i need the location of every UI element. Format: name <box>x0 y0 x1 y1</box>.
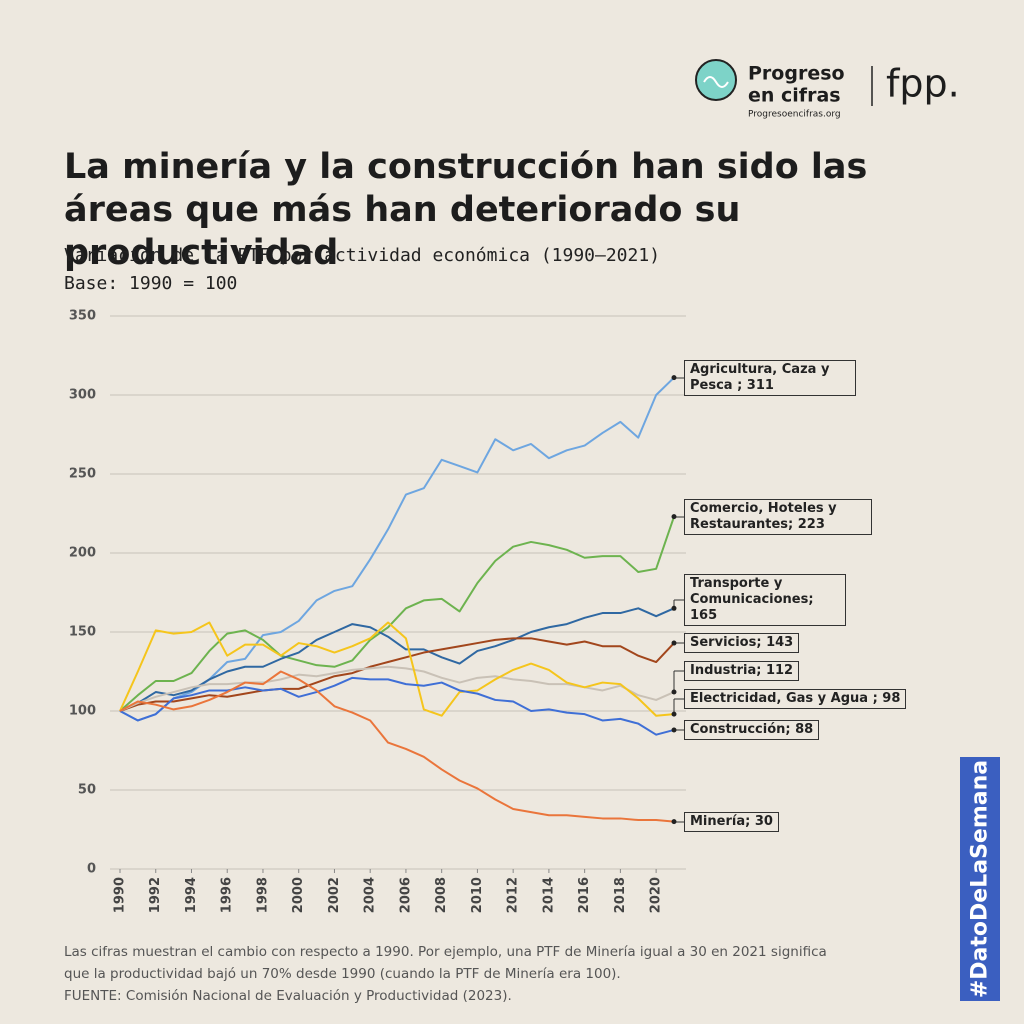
end-point <box>671 689 677 695</box>
series-label: Minería; 30 <box>684 812 779 832</box>
partner-logo: fpp. <box>886 62 960 106</box>
x-tick-label: 2016 <box>577 877 592 913</box>
end-point <box>671 727 677 733</box>
series-line <box>119 676 675 736</box>
series-label: Electricidad, Gas y Agua ; 98 <box>684 689 907 709</box>
logo-wave <box>703 76 729 88</box>
x-tick-label: 2020 <box>649 877 664 913</box>
series-label: Servicios; 143 <box>684 633 800 653</box>
logo-icon <box>695 59 737 101</box>
brand-line: en cifras <box>748 85 841 107</box>
series-line <box>119 637 675 712</box>
end-point <box>671 514 677 520</box>
series-line <box>119 621 675 717</box>
x-tick-label: 1998 <box>255 877 270 913</box>
series-label: Transporte y Comunicaciones; 165 <box>684 574 846 626</box>
footnote: FUENTE: Comisión Nacional de Evaluación … <box>64 988 512 1004</box>
x-tick-label: 2004 <box>363 877 378 913</box>
x-tick-label: 2002 <box>327 877 342 913</box>
y-tick-label: 300 <box>69 388 96 403</box>
x-tick-label: 2012 <box>506 877 521 913</box>
x-tick-label: 1996 <box>220 877 235 913</box>
y-tick-label: 0 <box>87 862 96 877</box>
y-tick-label: 100 <box>69 704 96 719</box>
x-tick-label: 2000 <box>291 877 306 913</box>
x-tick-label: 2008 <box>434 877 449 913</box>
end-point <box>671 640 677 646</box>
subtitle: Base: 1990 = 100 <box>64 273 238 294</box>
x-tick-label: 1990 <box>113 877 128 913</box>
y-tick-label: 350 <box>69 309 96 324</box>
series-line <box>119 516 675 712</box>
series-line <box>119 670 675 823</box>
x-tick-label: 1994 <box>184 877 199 913</box>
hashtag-box: #DatoDeLaSemana <box>960 757 1000 1001</box>
series-label: Agricultura, Caza y Pesca ; 311 <box>684 360 856 396</box>
brand-line: Progreso <box>748 63 845 85</box>
y-tick-label: 250 <box>69 467 96 482</box>
end-point <box>671 605 677 611</box>
series-line <box>119 607 675 712</box>
series-label: Industria; 112 <box>684 661 800 681</box>
y-tick-label: 150 <box>69 625 96 640</box>
x-tick-label: 2006 <box>398 877 413 913</box>
x-tick-label: 1992 <box>148 877 163 913</box>
x-tick-label: 2010 <box>470 877 485 913</box>
y-tick-label: 50 <box>78 783 96 798</box>
brand-url: Progresoencifras.org <box>748 110 841 120</box>
subtitle: Variación de la PTF por actividad económ… <box>64 245 661 266</box>
x-tick-label: 2014 <box>541 877 556 913</box>
chart-title: La minería y la construcción han sido la… <box>64 147 868 273</box>
y-tick-label: 200 <box>69 546 96 561</box>
series-label: Construcción; 88 <box>684 720 820 740</box>
series-label: Comercio, Hoteles y Restaurantes; 223 <box>684 499 872 535</box>
series-line <box>119 376 675 722</box>
footnote: Las cifras muestran el cambio con respec… <box>64 944 827 960</box>
series-line <box>119 665 675 712</box>
end-point <box>671 375 677 381</box>
end-point <box>671 711 677 717</box>
x-tick-label: 2018 <box>613 877 628 913</box>
end-point <box>671 819 677 825</box>
footnote: que la productividad bajó un 70% desde 1… <box>64 966 621 982</box>
hashtag: #DatoDeLaSemana <box>967 759 993 999</box>
